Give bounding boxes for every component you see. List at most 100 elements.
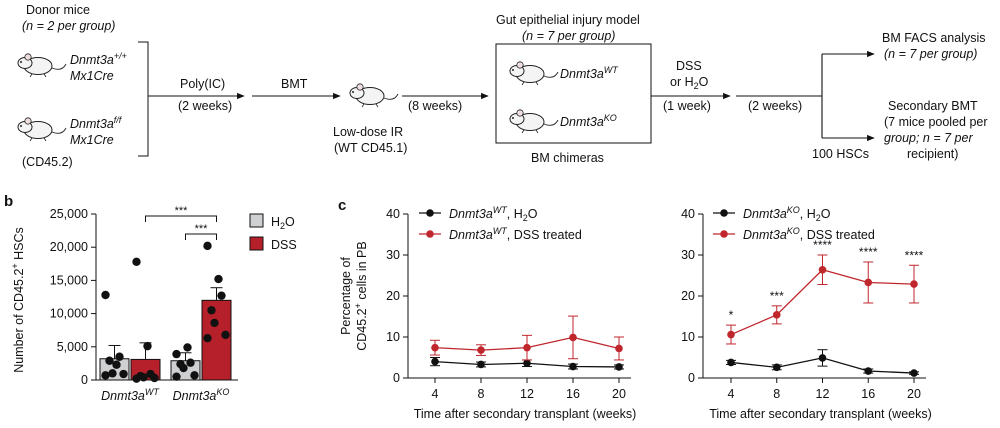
polyic-label: Poly(IC) xyxy=(180,77,225,91)
secbmt-line1: (7 mice pooled per xyxy=(884,115,988,129)
data-point xyxy=(523,359,531,368)
panel-b-y-tick-label: 5,000 xyxy=(57,340,88,354)
data-point xyxy=(727,358,735,367)
data-point xyxy=(431,343,439,352)
legend-swatch-DSS xyxy=(249,236,264,251)
data-point xyxy=(190,371,199,380)
chimera-box xyxy=(495,43,652,144)
significance-label: **** xyxy=(813,238,832,252)
data-point xyxy=(431,357,439,366)
y-tick-label: 10 xyxy=(386,330,400,344)
dss-treat-label: DSS xyxy=(676,59,702,73)
data-point xyxy=(569,362,577,371)
significance-bracket xyxy=(145,215,217,222)
y-tick-label: 30 xyxy=(386,248,400,262)
y-tick-label: 20 xyxy=(386,289,400,303)
data-point xyxy=(172,349,181,359)
panel-b-y-tick-label: 25,000 xyxy=(50,207,88,221)
data-point xyxy=(115,352,124,361)
recipient-mouse-icon xyxy=(349,83,399,108)
y-tick-label: 0 xyxy=(688,371,695,385)
data-point xyxy=(569,333,577,342)
significance-label: **** xyxy=(905,248,924,262)
data-point xyxy=(210,318,219,328)
y-tick-label: 40 xyxy=(681,207,695,221)
data-point xyxy=(864,367,873,375)
panel-c-ylabel-line2: CD45.2+ cells in PB xyxy=(353,241,369,351)
chimera-wt-label: Dnmt3aWT xyxy=(560,65,619,81)
data-point xyxy=(183,343,192,352)
data-point xyxy=(203,333,212,343)
legend-marker xyxy=(426,209,434,217)
data-point xyxy=(207,306,216,315)
chimera-ko-mouse-icon xyxy=(509,109,559,134)
significance-label: *** xyxy=(175,205,189,217)
secbmt-label: Secondary BMT xyxy=(888,99,978,113)
data-point xyxy=(910,369,918,377)
data-point xyxy=(772,311,781,319)
bmt-label: BMT xyxy=(281,77,308,91)
x-tick-label: 12 xyxy=(520,387,534,401)
donor-ff-label: Dnmt3af/f xyxy=(70,115,123,131)
legend-label-Dnmt3aKO, DSS treated: Dnmt3aKO, DSS treated xyxy=(743,226,875,242)
data-point xyxy=(214,274,223,284)
panel-c-ylabel-line1: Percentage of xyxy=(339,257,353,335)
data-point xyxy=(221,330,230,340)
panel-b-y-tick-label: 15,000 xyxy=(50,273,88,287)
legend-marker xyxy=(426,230,434,238)
x-tick-label: 20 xyxy=(612,387,626,401)
chimera-wt-mouse-icon xyxy=(509,61,559,86)
significance-label: * xyxy=(729,308,734,322)
x-axis-title: Time after secondary transplant (weeks) xyxy=(709,407,932,421)
donor-title: Donor mice xyxy=(26,3,90,17)
data-point xyxy=(818,265,827,274)
significance-label: *** xyxy=(195,223,209,235)
hsc100-label: 100 HSCs xyxy=(812,147,869,161)
donor-wt-mouse-icon xyxy=(17,53,67,78)
panel-b-x-label: Dnmt3aKO xyxy=(173,387,230,403)
panel-b-ylabel: Number of CD45.2+ HSCs xyxy=(10,227,26,373)
week1-label: (1 week) xyxy=(663,99,711,113)
bm-chimeras-label: BM chimeras xyxy=(531,151,604,165)
legend-label-Dnmt3aKO, H2O: Dnmt3aKO, H2O xyxy=(743,205,831,223)
data-point xyxy=(112,360,121,369)
weeks8-label: (8 weeks) xyxy=(408,99,462,113)
gut-title: Gut epithelial injury model xyxy=(496,13,640,27)
legend-label-H2O: H2O xyxy=(271,215,295,231)
significance-bracket xyxy=(185,233,217,240)
y-tick-label: 30 xyxy=(681,248,695,262)
data-point xyxy=(150,373,159,383)
schematic: Donor mice (n = 2 per group) Dnmt3a+/+ M… xyxy=(17,3,988,169)
data-point xyxy=(139,373,148,382)
week2-label: (2 weeks) xyxy=(748,99,802,113)
gut-n: (n = 7 per group) xyxy=(522,29,615,43)
donor-ff-mouse-icon xyxy=(17,117,67,142)
data-point xyxy=(179,363,188,373)
data-point xyxy=(101,371,110,380)
data-point xyxy=(910,280,918,288)
x-tick-label: 12 xyxy=(816,387,830,401)
polyic-time: (2 weeks) xyxy=(178,99,232,113)
data-point xyxy=(864,278,873,287)
panel-c-right-line-chart: 0 10 20 30 40 4 8 12 16 20 Time after secondary tr… xyxy=(681,205,932,421)
legend-marker xyxy=(720,209,728,217)
donor-cd: (CD45.2) xyxy=(22,155,73,169)
y-tick-label: 0 xyxy=(393,371,400,385)
data-point xyxy=(172,372,181,381)
data-point xyxy=(523,343,531,352)
data-point xyxy=(132,374,141,383)
data-point xyxy=(101,290,110,300)
x-tick-label: 16 xyxy=(566,387,580,401)
data-point xyxy=(818,354,827,362)
donor-n: (n = 2 per group) xyxy=(22,19,115,33)
panel-b-bar-chart: Number of CD45.2+ HSCs 0 5,000 10,000 15,00… xyxy=(10,205,297,403)
significance-label: **** xyxy=(859,245,878,259)
donor-wt-label: Dnmt3a+/+ xyxy=(70,51,127,67)
data-point xyxy=(477,360,485,369)
significance-label: *** xyxy=(770,289,784,303)
legend-marker xyxy=(720,230,728,238)
data-point xyxy=(203,241,212,251)
lowdose-sub: (WT CD45.1) xyxy=(334,141,407,155)
panel-c-left-line-chart: Percentage of CD45.2+ cells in PB 0 10 20 3… xyxy=(339,205,636,421)
